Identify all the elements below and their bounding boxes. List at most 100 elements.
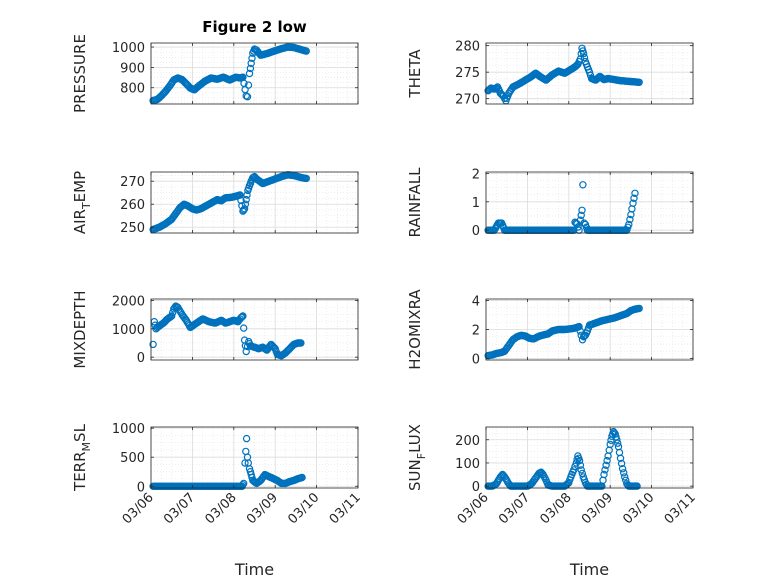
data-point (247, 59, 255, 68)
data-series (149, 43, 310, 105)
y-tick-label: 280 (455, 40, 480, 55)
y-tick-label: 0 (137, 480, 145, 495)
y-tick-label: 250 (120, 221, 145, 236)
x-tick-label: 03/08 (203, 490, 240, 527)
x-tick-label: 03/10 (620, 490, 657, 527)
data-point (580, 53, 589, 62)
axes-box (485, 42, 694, 105)
data-point (617, 459, 626, 468)
subplot-8: 0 100 200 03/06 03/07 03/08 03/09 03/10 03/11 Tim… (406, 424, 699, 579)
y-tick-label: 2 (472, 324, 480, 339)
y-tick-label: 900 (120, 61, 145, 76)
y-tick-label: 1000 (112, 323, 145, 338)
data-point (570, 466, 578, 474)
y-tick-label: 0 (472, 480, 480, 495)
data-point (237, 313, 245, 322)
data-point (239, 312, 247, 320)
data-point (633, 482, 641, 490)
x-tick-label: 03/09 (244, 490, 281, 527)
data-point (630, 194, 638, 202)
data-point (629, 199, 637, 207)
y-tick-label: 2000 (112, 294, 145, 309)
x-tick-label: 03/07 (161, 490, 198, 527)
y-tick-label: 100 (455, 457, 480, 472)
data-point (236, 191, 244, 199)
data-point (616, 454, 625, 462)
y-axis-label: RAINFALL (406, 167, 424, 238)
data-point (239, 479, 248, 488)
data-point (302, 174, 310, 183)
y-tick-label: 0 (472, 353, 480, 368)
data-point (606, 440, 614, 449)
data-series (149, 171, 310, 234)
x-tick-label: 03/08 (538, 490, 575, 527)
data-point (601, 466, 609, 474)
data-point (574, 223, 582, 231)
y-tick-label: 1 (472, 196, 480, 211)
y-tick-label: 2 (472, 167, 480, 182)
y-axis-label: THETA (406, 49, 424, 99)
data-point (579, 181, 587, 189)
data-point (298, 473, 306, 482)
data-point (602, 461, 610, 469)
y-tick-label: 4 (472, 294, 480, 309)
data-point (576, 327, 584, 335)
y-tick-label: 0 (472, 224, 480, 239)
data-point (577, 466, 585, 474)
data-point (631, 189, 639, 197)
axes-box (150, 298, 359, 361)
data-point (618, 465, 627, 473)
y-axis-label: PRESSURE (71, 34, 89, 113)
data-point (246, 64, 255, 73)
data-point (237, 196, 245, 205)
data-point (242, 347, 250, 356)
x-axis-label: Time (234, 560, 274, 579)
data-point (238, 313, 246, 321)
data-point (585, 68, 594, 76)
data-point (149, 340, 157, 349)
data-point (575, 456, 584, 465)
data-point (571, 462, 579, 471)
data-point (297, 339, 305, 347)
data-point (600, 470, 608, 479)
subplot-1: 800 900 1000 PRESSURE Figure 2 low (71, 18, 359, 113)
x-axis-label: Time (569, 560, 609, 579)
data-point (575, 322, 583, 331)
data-point (241, 200, 250, 208)
data-point (239, 324, 248, 332)
subplot-2: 270 275 280 THETA (406, 40, 694, 108)
data-point (564, 479, 572, 488)
data-point (302, 47, 310, 55)
y-tick-label: 500 (120, 451, 145, 466)
data-point (577, 211, 585, 219)
x-tick-label: 03/06 (455, 490, 492, 527)
data-point (610, 429, 619, 437)
data-point (625, 220, 633, 229)
data-point (603, 456, 611, 465)
x-tick-label: 03/06 (120, 490, 157, 527)
subplot-4: 0 1 2 RAINFALL (406, 167, 694, 239)
subplot-7: 0 500 1000 03/06 03/07 03/08 03/09 03/10 03/11 Ti… (71, 422, 364, 579)
subplot-5: 0 1000 2000 MIXDEPTH (71, 290, 359, 369)
data-point (578, 469, 587, 478)
data-point (578, 206, 586, 214)
data-series (484, 304, 643, 360)
data-point (613, 436, 621, 444)
data-series (149, 302, 305, 360)
data-point (245, 69, 254, 78)
x-tick-label: 03/07 (496, 490, 533, 527)
data-point (614, 439, 622, 447)
y-tick-label: 200 (455, 434, 480, 449)
data-point (621, 473, 629, 481)
y-tick-label: 1000 (112, 41, 145, 56)
x-tick-label: 03/09 (579, 490, 616, 527)
data-point (248, 54, 256, 63)
chart-title: Figure 2 low (202, 18, 307, 36)
y-tick-label: 0 (137, 351, 145, 366)
x-tick-label: 03/11 (327, 490, 364, 527)
data-point (580, 219, 588, 227)
y-axis-label: AIRTEMP (71, 171, 93, 234)
subplot-3: 250 260 270 AIRTEMP (71, 171, 359, 236)
data-point (635, 304, 643, 313)
